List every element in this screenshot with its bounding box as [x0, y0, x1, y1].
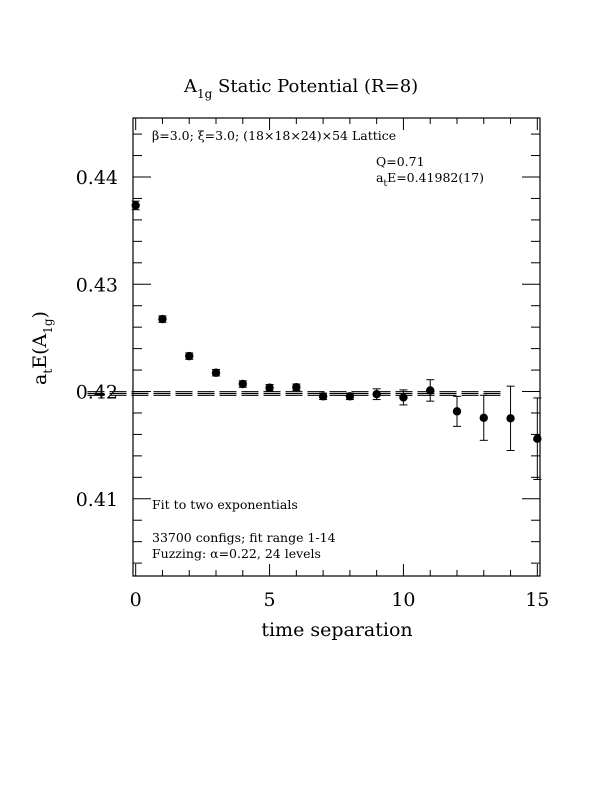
y-axis-label-mid: E(A	[29, 334, 51, 369]
y-axis-label-end: )	[29, 311, 51, 318]
x-tick-label: 10	[391, 589, 415, 611]
chart-title: A1g Static Potential (R=8)	[183, 76, 418, 101]
axis-ticks	[133, 118, 540, 576]
y-tick-label: 0.41	[76, 489, 118, 511]
y-axis-label-sub-t: t	[41, 369, 55, 374]
axis-tick-labels: 0 5 10 15 0.41 0.42 0.43 0.44	[76, 167, 550, 611]
x-tick-label: 5	[264, 589, 276, 611]
chart-title-subscript: 1g	[197, 87, 213, 101]
q-value-label: Q=0.71	[376, 154, 425, 169]
data-point	[158, 314, 167, 324]
y-tick-label: 0.42	[76, 382, 118, 404]
energy-label-a: a	[376, 170, 384, 185]
data-point	[185, 351, 194, 361]
x-tick-label: 0	[130, 589, 142, 611]
data-point	[318, 392, 328, 401]
y-tick-label: 0.44	[76, 167, 118, 189]
y-axis-label-a: a	[29, 374, 51, 385]
data-point	[452, 407, 462, 416]
energy-label: atE=0.41982(17)	[376, 170, 484, 189]
fit-description: Fit to two exponentials	[152, 497, 298, 512]
data-point	[479, 413, 488, 422]
x-axis-label: time separation	[261, 619, 412, 641]
energy-label-sub: t	[383, 179, 387, 189]
x-tick-label: 15	[525, 589, 549, 611]
data-point	[399, 393, 408, 402]
chart-title-rest: Static Potential (R=8)	[212, 76, 418, 97]
data-point	[506, 414, 515, 423]
data-point	[533, 434, 542, 443]
data-point	[265, 383, 274, 392]
data-point	[211, 368, 221, 377]
y-axis-label-sub-1g: 1g	[41, 318, 55, 334]
data-series	[131, 200, 542, 480]
fuzzing-label: Fuzzing: α=0.22, 24 levels	[152, 546, 321, 561]
y-axis-label: atE(A1g)	[29, 311, 55, 385]
data-point	[372, 389, 381, 399]
y-tick-label: 0.43	[76, 274, 118, 296]
configs-label: 33700 configs; fit range 1-14	[152, 530, 336, 545]
energy-label-rest: E=0.41982(17)	[387, 170, 484, 185]
data-point	[131, 201, 140, 210]
plot-frame	[132, 117, 541, 577]
lattice-label: β=3.0; ξ=3.0; (18×18×24)×54 Lattice	[152, 128, 396, 143]
chart-title-main: A	[183, 76, 198, 97]
data-point	[292, 383, 301, 392]
data-point	[426, 386, 435, 395]
data-point	[238, 379, 247, 389]
data-point	[345, 392, 355, 401]
fit-band	[87, 391, 502, 396]
